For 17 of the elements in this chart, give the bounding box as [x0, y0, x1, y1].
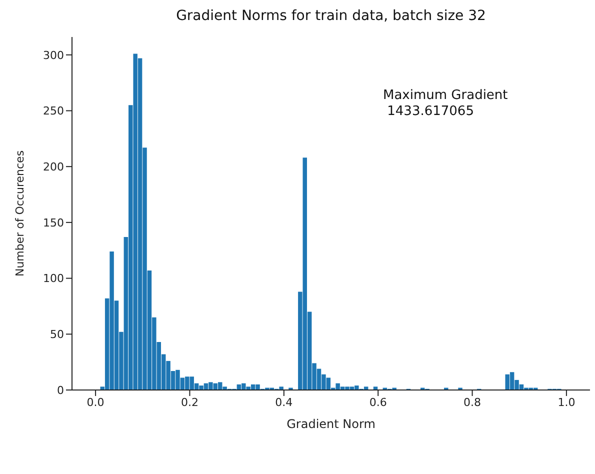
x-tick-label: 0.4 — [275, 396, 293, 409]
x-axis-title: Gradient Norm — [286, 417, 376, 431]
annotation: Maximum Gradient 1433.617065 — [383, 88, 508, 120]
x-tick-label: 0.6 — [369, 396, 387, 409]
y-axis-title: Number of Occurences — [14, 150, 26, 277]
x-tick-label: 1.0 — [558, 396, 576, 409]
y-tick-label: 250 — [43, 104, 64, 118]
y-tick-label: 50 — [50, 328, 64, 342]
y-tick-label: 300 — [43, 48, 64, 62]
y-tick-label: 200 — [43, 160, 64, 174]
chart-title: Gradient Norms for train data, batch size 32 — [175, 8, 487, 24]
x-tick-label: 0.2 — [180, 396, 198, 409]
x-tick-label: 0.0 — [86, 396, 104, 409]
y-tick-label: 0 — [57, 384, 64, 397]
y-tick-label: 150 — [43, 216, 64, 230]
x-tick-label: 0.8 — [464, 396, 482, 409]
y-tick-label: 100 — [43, 272, 64, 286]
